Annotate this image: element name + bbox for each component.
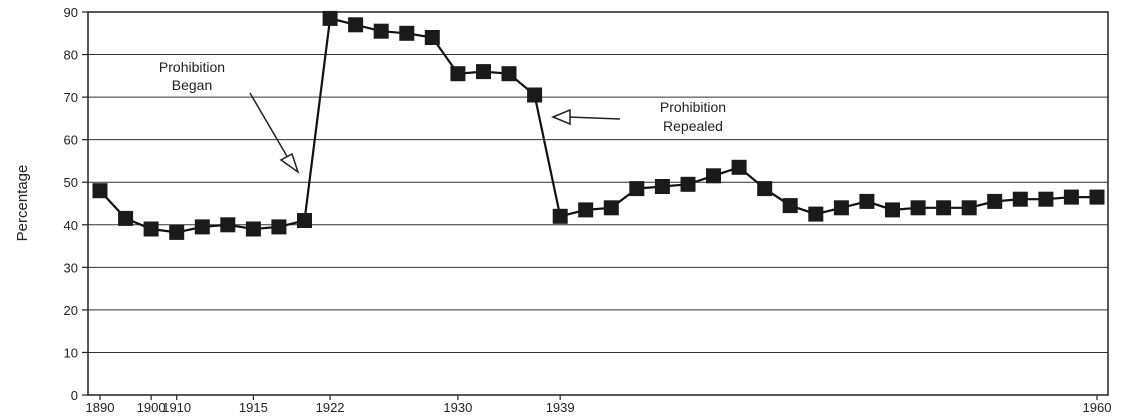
series-polyline — [99, 17, 1097, 234]
data-point — [706, 168, 721, 184]
y-tick-label: 40 — [64, 218, 78, 233]
data-point — [629, 181, 645, 197]
data-point — [1063, 189, 1079, 205]
data-point — [1012, 191, 1028, 207]
annotation-repealed-arrowhead — [551, 108, 571, 126]
series-line — [92, 10, 1105, 240]
x-tick-label: 1922 — [316, 400, 345, 415]
data-point — [1089, 189, 1105, 205]
data-point — [501, 66, 517, 82]
data-point — [450, 66, 466, 82]
x-tick-label: 1960 — [1083, 400, 1112, 415]
data-point — [910, 200, 926, 216]
y-tick-label: 80 — [64, 48, 78, 63]
y-axis-ticks: 0 10 20 30 40 50 60 70 80 90 — [64, 5, 88, 403]
data-point — [271, 219, 287, 235]
gridlines — [88, 54, 1108, 353]
data-point — [527, 87, 543, 103]
data-point — [245, 221, 261, 237]
y-axis-label: Percentage — [14, 165, 31, 242]
data-point — [885, 202, 900, 218]
data-point — [987, 193, 1003, 209]
x-tick-label: 1930 — [443, 400, 472, 415]
data-point — [961, 200, 977, 216]
data-point — [808, 206, 824, 222]
y-tick-label: 30 — [64, 260, 78, 275]
annotation-began-arrow-shaft — [249, 92, 289, 159]
data-point — [118, 210, 134, 226]
data-point — [297, 213, 312, 228]
data-point — [680, 176, 696, 192]
annotation-repealed-arrow-shaft — [567, 116, 621, 120]
y-tick-label: 60 — [64, 133, 78, 148]
annotation-began-line1: Prohibition — [159, 59, 225, 75]
data-point — [373, 23, 389, 39]
data-point — [578, 202, 594, 218]
y-tick-label: 0 — [71, 388, 78, 403]
data-point — [859, 193, 875, 209]
x-tick-label: 1939 — [546, 400, 575, 415]
x-tick-label: 1890 — [86, 400, 115, 415]
annotation-began-arrowhead — [279, 152, 300, 174]
x-tick-label: 1910 — [162, 400, 191, 415]
data-point — [399, 25, 415, 41]
data-point — [603, 200, 619, 216]
data-point — [348, 17, 364, 33]
data-point — [194, 219, 210, 235]
data-point — [220, 217, 236, 233]
y-tick-label: 70 — [64, 90, 78, 105]
x-tick-label: 1915 — [239, 400, 268, 415]
data-point — [757, 181, 773, 197]
data-point — [1038, 191, 1054, 207]
data-point — [169, 224, 185, 240]
annotation-repealed-line1: Prohibition — [660, 99, 726, 115]
annotations: Prohibition Began Prohibition Repealed — [159, 59, 726, 174]
x-tick-label: 1900 — [137, 400, 166, 415]
y-tick-label: 20 — [64, 303, 78, 318]
data-point — [476, 64, 491, 80]
data-point — [731, 159, 747, 175]
y-tick-label: 50 — [64, 175, 78, 190]
y-tick-label: 10 — [64, 345, 78, 360]
y-tick-label: 90 — [64, 5, 78, 20]
plot-frame — [87, 11, 1109, 396]
data-point — [92, 183, 108, 199]
data-point — [552, 208, 568, 224]
data-point — [654, 179, 670, 194]
annotation-began-line2: Began — [172, 77, 212, 93]
data-point — [833, 200, 849, 216]
annotation-repealed-line2: Repealed — [663, 118, 723, 134]
data-point — [782, 198, 798, 214]
data-point — [936, 200, 952, 216]
data-point — [143, 221, 159, 237]
data-point — [322, 10, 338, 26]
data-point — [424, 30, 440, 45]
